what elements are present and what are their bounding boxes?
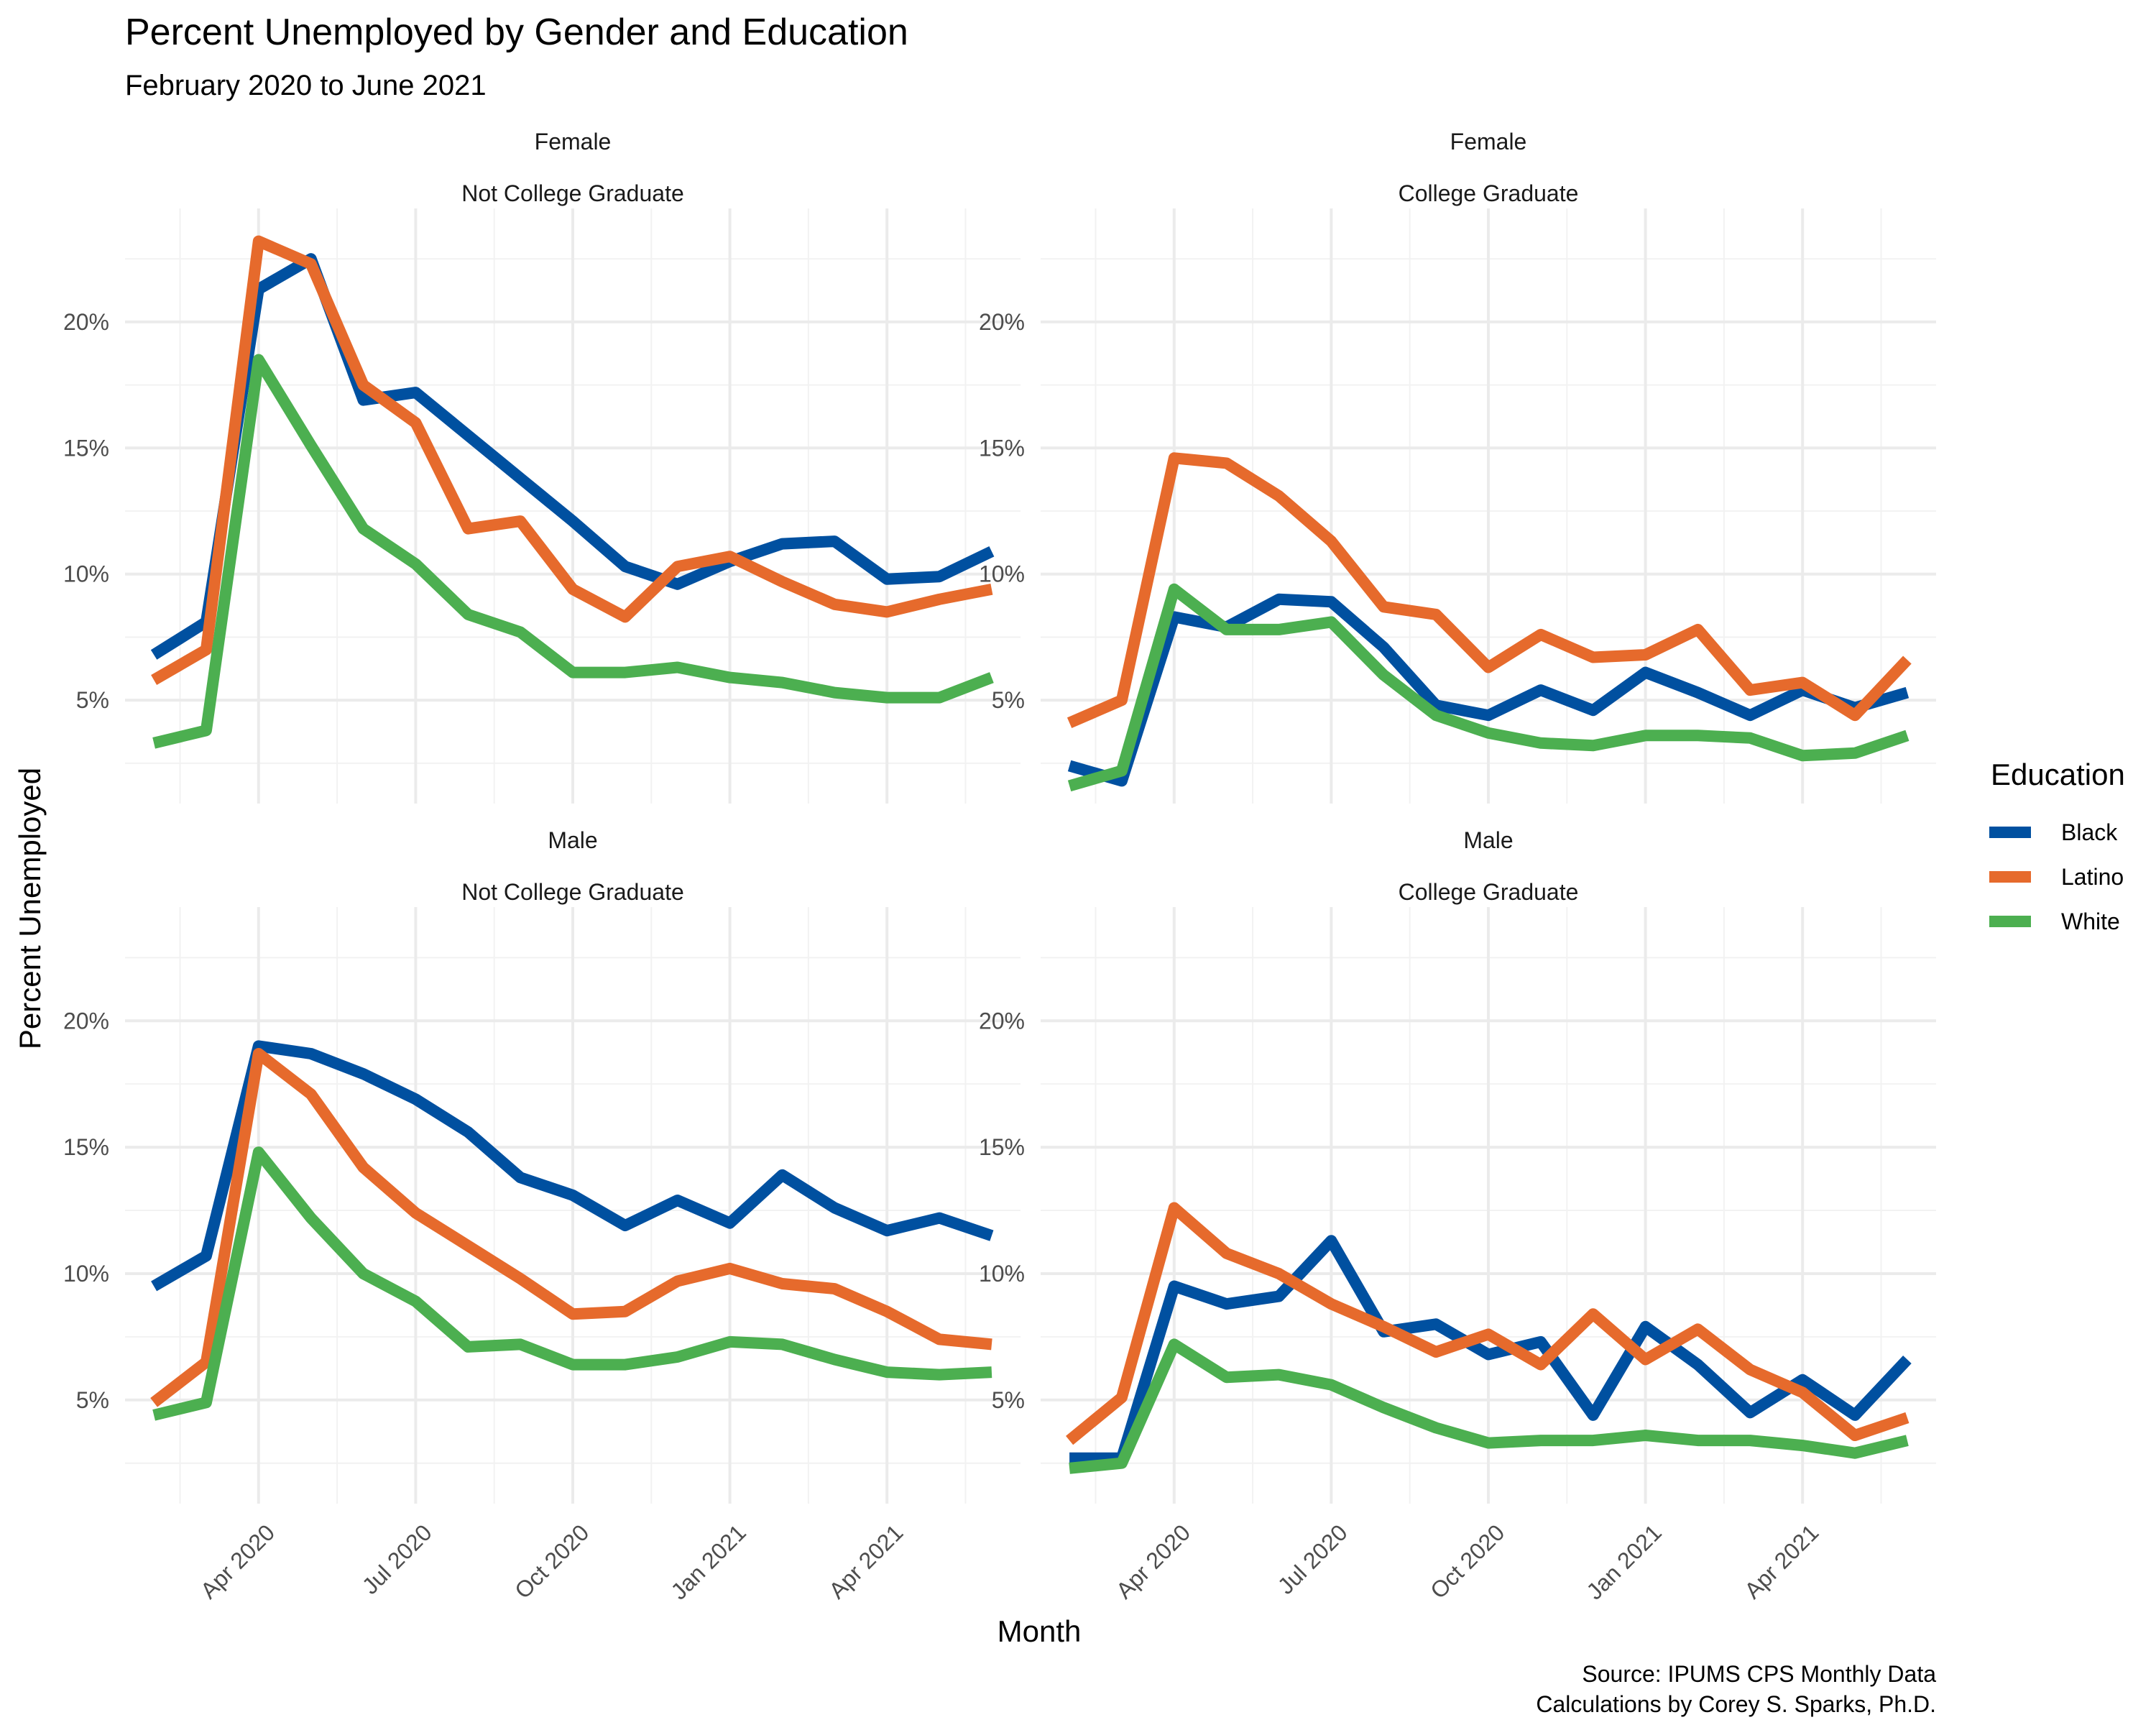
y-tick-label: 15% [63, 435, 109, 461]
chart-subtitle: February 2020 to June 2021 [125, 70, 487, 101]
caption-line-1: Source: IPUMS CPS Monthly Data [1582, 1661, 1936, 1687]
x-tick-label: Oct 2020 [1425, 1519, 1509, 1604]
legend-item-latino: Latino [1989, 864, 2124, 890]
chart-title: Percent Unemployed by Gender and Educati… [125, 12, 908, 53]
legend: Education Black Latino White [1989, 758, 2125, 934]
series-line-white [152, 1146, 992, 1421]
series-line-latino [1067, 452, 1912, 729]
y-tick-label: 5% [992, 687, 1025, 713]
x-tick-label: Jul 2020 [1273, 1519, 1353, 1599]
x-tick-label: Apr 2021 [824, 1519, 908, 1604]
series-line-latino [1066, 1202, 1909, 1445]
facet-strip-label: College Graduate [1399, 879, 1579, 905]
legend-title: Education [1991, 758, 2125, 791]
legend-item-black: Black [1989, 819, 2118, 845]
panel: Male Not College Graduate 5% 10% 15% 20% Apr 2… [63, 827, 1021, 1604]
series-line-latino [150, 1048, 992, 1407]
series-line-black [1067, 593, 1909, 787]
series-line-black [151, 1040, 994, 1292]
y-tick-label: 20% [979, 1008, 1025, 1034]
facet-strip-label: Female [1450, 129, 1527, 155]
facet-strip-label: Female [535, 129, 612, 155]
x-tick-label: Oct 2020 [510, 1519, 594, 1604]
y-tick-label: 20% [63, 1008, 109, 1034]
series-line-latino [151, 235, 993, 686]
x-tick-label: Apr 2020 [1111, 1519, 1195, 1604]
caption-line-2: Calculations by Corey S. Sparks, Ph.D. [1536, 1691, 1936, 1717]
y-tick-label: 15% [63, 1134, 109, 1160]
series-line-black [1069, 1235, 1912, 1464]
y-tick-label: 20% [979, 309, 1025, 335]
facet-strip-label: Not College Graduate [461, 879, 684, 905]
panel: Female College Graduate 5% 10% 15% 20% [979, 129, 1936, 804]
panel: Female Not College Graduate 5% 10% 15% 20% [63, 129, 1021, 804]
facet-strip-label: Male [1463, 827, 1513, 853]
y-tick-label: 10% [979, 561, 1025, 587]
x-tick-label: Jan 2021 [1581, 1519, 1667, 1605]
x-tick-label: Apr 2021 [1739, 1519, 1823, 1604]
y-tick-label: 20% [63, 309, 109, 335]
x-tick-label: Apr 2020 [195, 1519, 280, 1604]
y-tick-label: 5% [76, 1387, 109, 1413]
legend-item-white: White [1989, 908, 2120, 934]
y-axis-title: Percent Unemployed [13, 768, 47, 1049]
legend-label: Latino [2061, 864, 2124, 890]
legend-label: White [2061, 908, 2120, 934]
y-tick-label: 10% [63, 1261, 109, 1287]
x-tick-label: Jan 2021 [665, 1519, 751, 1605]
series-line-white [1067, 583, 1909, 792]
legend-label: Black [2061, 819, 2118, 845]
series-line-white [1069, 1338, 1909, 1474]
facet-strip-label: College Graduate [1399, 180, 1579, 206]
y-tick-label: 10% [63, 561, 109, 587]
y-tick-label: 15% [979, 1134, 1025, 1160]
facet-strip-label: Male [548, 827, 597, 853]
y-tick-label: 5% [992, 1387, 1025, 1413]
y-tick-label: 15% [979, 435, 1025, 461]
series-line-black [150, 253, 995, 660]
panel: Male College Graduate 5% 10% 15% 20% Apr 2020 J… [979, 827, 1936, 1604]
facet-strip-label: Not College Graduate [461, 180, 684, 206]
x-axis-title: Month [998, 1614, 1082, 1648]
y-tick-label: 10% [979, 1261, 1025, 1287]
y-tick-label: 5% [76, 687, 109, 713]
x-tick-label: Jul 2020 [357, 1519, 437, 1599]
series-line-white [152, 354, 994, 749]
